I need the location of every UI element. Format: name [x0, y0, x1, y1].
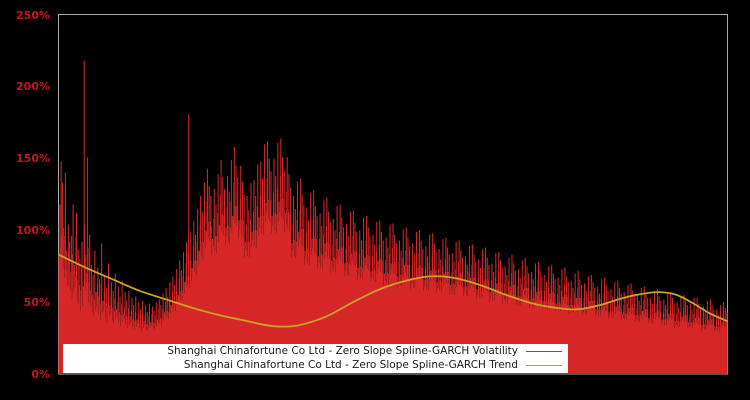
chart-legend: Shanghai Chinafortune Co Ltd - Zero Slop…: [63, 344, 568, 373]
legend-item-volatility: Shanghai Chinafortune Co Ltd - Zero Slop…: [63, 345, 568, 359]
y-tick-label: 0%: [31, 367, 50, 381]
trend-line: [58, 253, 728, 328]
y-tick-label: 100%: [16, 223, 50, 237]
y-tick-label: 200%: [16, 80, 50, 94]
legend-label-trend: Shanghai Chinafortune Co Ltd - Zero Slop…: [183, 359, 518, 372]
legend-item-trend: Shanghai Chinafortune Co Ltd - Zero Slop…: [63, 359, 568, 373]
legend-label-volatility: Shanghai Chinafortune Co Ltd - Zero Slop…: [167, 345, 518, 358]
y-tick-label: 250%: [16, 8, 50, 22]
y-tick-label: 150%: [16, 152, 50, 166]
y-tick-label: 50%: [23, 295, 50, 309]
legend-swatch-trend: [526, 365, 562, 366]
legend-swatch-volatility: [526, 351, 562, 352]
